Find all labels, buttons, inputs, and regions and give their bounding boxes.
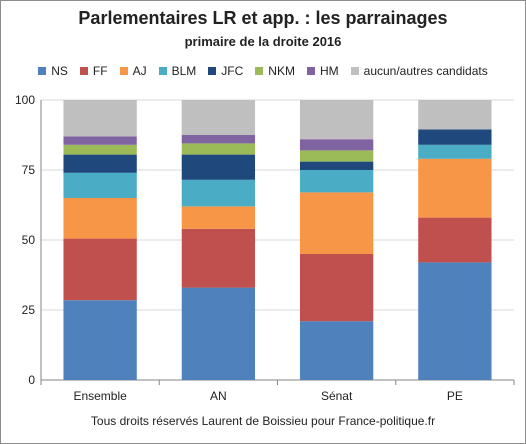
legend-swatch bbox=[79, 67, 88, 75]
legend-swatch bbox=[208, 67, 217, 75]
bar-segment bbox=[299, 100, 374, 140]
bar-segment bbox=[181, 179, 256, 207]
x-tick-label: Ensemble bbox=[73, 389, 127, 403]
bar-segment bbox=[63, 172, 137, 198]
bar-segment bbox=[181, 206, 256, 229]
bar-segment bbox=[299, 254, 374, 322]
bar-segment bbox=[418, 144, 492, 159]
bar-segment bbox=[299, 170, 374, 193]
legend-item: NKM bbox=[255, 64, 295, 78]
y-tick-label: 25 bbox=[22, 303, 36, 317]
legend-label: AJ bbox=[132, 64, 147, 78]
copyright-footer: Tous droits réservés Laurent de Boissieu… bbox=[90, 414, 436, 428]
legend-item: aucun/autres candidats bbox=[350, 64, 488, 78]
y-tick-label: 0 bbox=[28, 373, 35, 387]
bar-segment bbox=[63, 198, 137, 239]
bar-segment bbox=[181, 287, 256, 380]
y-tick-label: 100 bbox=[15, 93, 35, 107]
chart-title: Parlementaires LR et app. : les parraina… bbox=[78, 8, 448, 28]
legend-swatch bbox=[158, 67, 167, 75]
bar-segment bbox=[63, 238, 137, 301]
bar-segment bbox=[418, 100, 492, 130]
bar-segment bbox=[299, 139, 374, 151]
bar-segment bbox=[181, 143, 256, 155]
bar-segment bbox=[181, 135, 256, 144]
bar-segment bbox=[299, 161, 374, 170]
legend-label: NS bbox=[51, 64, 68, 78]
y-tick-label: 75 bbox=[22, 163, 36, 177]
legend-label: NKM bbox=[268, 64, 295, 78]
bar-segment bbox=[418, 129, 492, 145]
chart-legend: NS FF AJ BLM JFC NKM HM aucun/autres candidats bbox=[0, 64, 526, 78]
y-tick-label: 50 bbox=[22, 233, 36, 247]
bar-segment bbox=[181, 154, 256, 180]
bar-segment bbox=[418, 217, 492, 263]
legend-label: JFC bbox=[221, 64, 244, 78]
legend-item: HM bbox=[306, 64, 339, 78]
bar-segment bbox=[299, 150, 374, 162]
legend-item: FF bbox=[79, 64, 108, 78]
x-tick-label: PE bbox=[447, 389, 463, 403]
chart-subtitle: primaire de la droite 2016 bbox=[184, 34, 342, 49]
bar-segment bbox=[63, 300, 137, 380]
legend-swatch bbox=[350, 67, 359, 75]
legend-label: HM bbox=[319, 64, 339, 78]
x-tick-label: AN bbox=[210, 389, 227, 403]
x-tick-label: Sénat bbox=[321, 389, 353, 403]
bar-segment bbox=[418, 158, 492, 218]
legend-swatch bbox=[119, 67, 128, 75]
legend-label: aucun/autres candidats bbox=[363, 64, 488, 78]
bar-segment bbox=[181, 228, 256, 288]
bar-segment bbox=[63, 154, 137, 173]
bar-segment bbox=[299, 192, 374, 254]
legend-label: BLM bbox=[171, 64, 197, 78]
legend-label: FF bbox=[92, 64, 108, 78]
bar-segment bbox=[418, 262, 492, 380]
legend-swatch bbox=[306, 67, 315, 75]
legend-swatch bbox=[255, 67, 264, 75]
bar-segment bbox=[181, 100, 256, 135]
bar-segment bbox=[63, 144, 137, 155]
legend-item: AJ bbox=[119, 64, 147, 78]
bar-segment bbox=[63, 100, 137, 137]
legend-item: JFC bbox=[208, 64, 243, 78]
legend-item: BLM bbox=[158, 64, 197, 78]
bar-segment bbox=[63, 136, 137, 145]
legend-item: NS bbox=[38, 64, 68, 78]
bar-segment bbox=[299, 321, 374, 380]
legend-swatch bbox=[38, 67, 47, 75]
